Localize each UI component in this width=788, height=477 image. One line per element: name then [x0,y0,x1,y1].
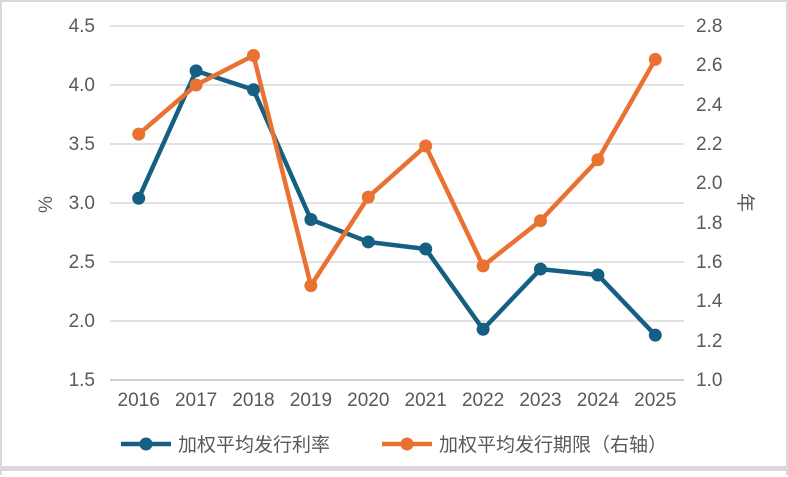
series-line-1 [136,53,658,288]
x-axis-label: 2017 [174,390,218,411]
legend: 加权平均发行利率 加权平均发行期限（右轴） [2,430,786,457]
left-axis-tick: 3.0 [68,193,95,214]
right-axis-tick: 1.8 [696,212,723,234]
left-axis-tick: 3.5 [68,134,95,155]
data-point-marker [189,78,203,92]
data-point-marker [534,214,547,228]
data-point-marker [476,259,490,273]
data-point-marker [591,153,605,167]
x-axis-label: 2025 [634,390,677,411]
data-point-marker [648,328,662,342]
data-point-marker [648,52,662,66]
x-axis-label: 2018 [232,390,275,411]
data-point-marker [361,235,375,249]
left-axis-tick: 4.0 [68,75,95,96]
left-axis-tick: 4.5 [68,16,95,37]
left-axis-tick: 1.5 [68,370,95,391]
legend-marker-rate-icon [120,437,171,450]
left-axis-tick: 2.0 [68,311,95,332]
data-point-marker [476,322,490,336]
data-point-marker [591,268,605,282]
legend-marker-term-icon [382,437,432,450]
x-axis-label: 2021 [404,390,447,411]
legend-item-term: 加权平均发行期限（右轴） [382,430,667,457]
data-point-marker [132,191,146,205]
right-axis-tick: 1.6 [696,252,723,273]
x-axis-label: 2020 [347,390,390,411]
legend-label-rate: 加权平均发行利率 [177,435,330,456]
x-axis-label: 2022 [461,390,505,411]
left-axis-tick: 2.5 [68,252,95,273]
right-axis-tick: 2.0 [696,173,723,195]
data-point-marker [247,83,260,97]
data-point-marker [534,262,547,276]
legend-item-rate: 加权平均发行利率 [120,430,330,457]
legend-label-term: 加权平均发行期限（右轴） [439,435,668,456]
right-axis-tick: 2.2 [696,134,723,155]
right-axis-tick: 1.4 [696,291,723,313]
right-axis-title: 年 [734,192,756,213]
x-axis-label: 2016 [117,390,160,411]
x-axis-label: 2019 [289,390,333,411]
data-point-marker [247,49,260,62]
bottom-divider [2,466,786,471]
data-point-marker [361,190,375,204]
right-axis-tick: 1.2 [696,330,723,352]
data-point-marker [304,279,318,293]
right-axis-tick: 2.8 [696,16,723,37]
data-point-marker [132,127,146,141]
right-axis-tick: 2.6 [696,55,723,77]
x-axis-label: 2024 [576,390,620,411]
right-axis-tick: 2.4 [696,94,723,116]
series-line-0 [136,68,658,338]
x-axis-label: 2023 [519,390,562,411]
data-point-marker [419,139,433,153]
data-point-marker [419,242,433,256]
right-axis-tick: 1.0 [696,370,723,391]
data-point-marker [304,213,318,227]
data-point-marker [189,64,203,78]
